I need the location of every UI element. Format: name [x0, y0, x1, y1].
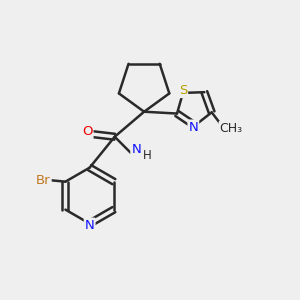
Text: O: O [82, 125, 92, 138]
Text: N: N [188, 121, 198, 134]
Text: N: N [85, 219, 94, 232]
Text: Br: Br [36, 174, 51, 187]
Text: N: N [131, 143, 141, 157]
Text: S: S [179, 84, 187, 97]
Text: H: H [143, 149, 152, 162]
Text: CH₃: CH₃ [220, 122, 243, 135]
